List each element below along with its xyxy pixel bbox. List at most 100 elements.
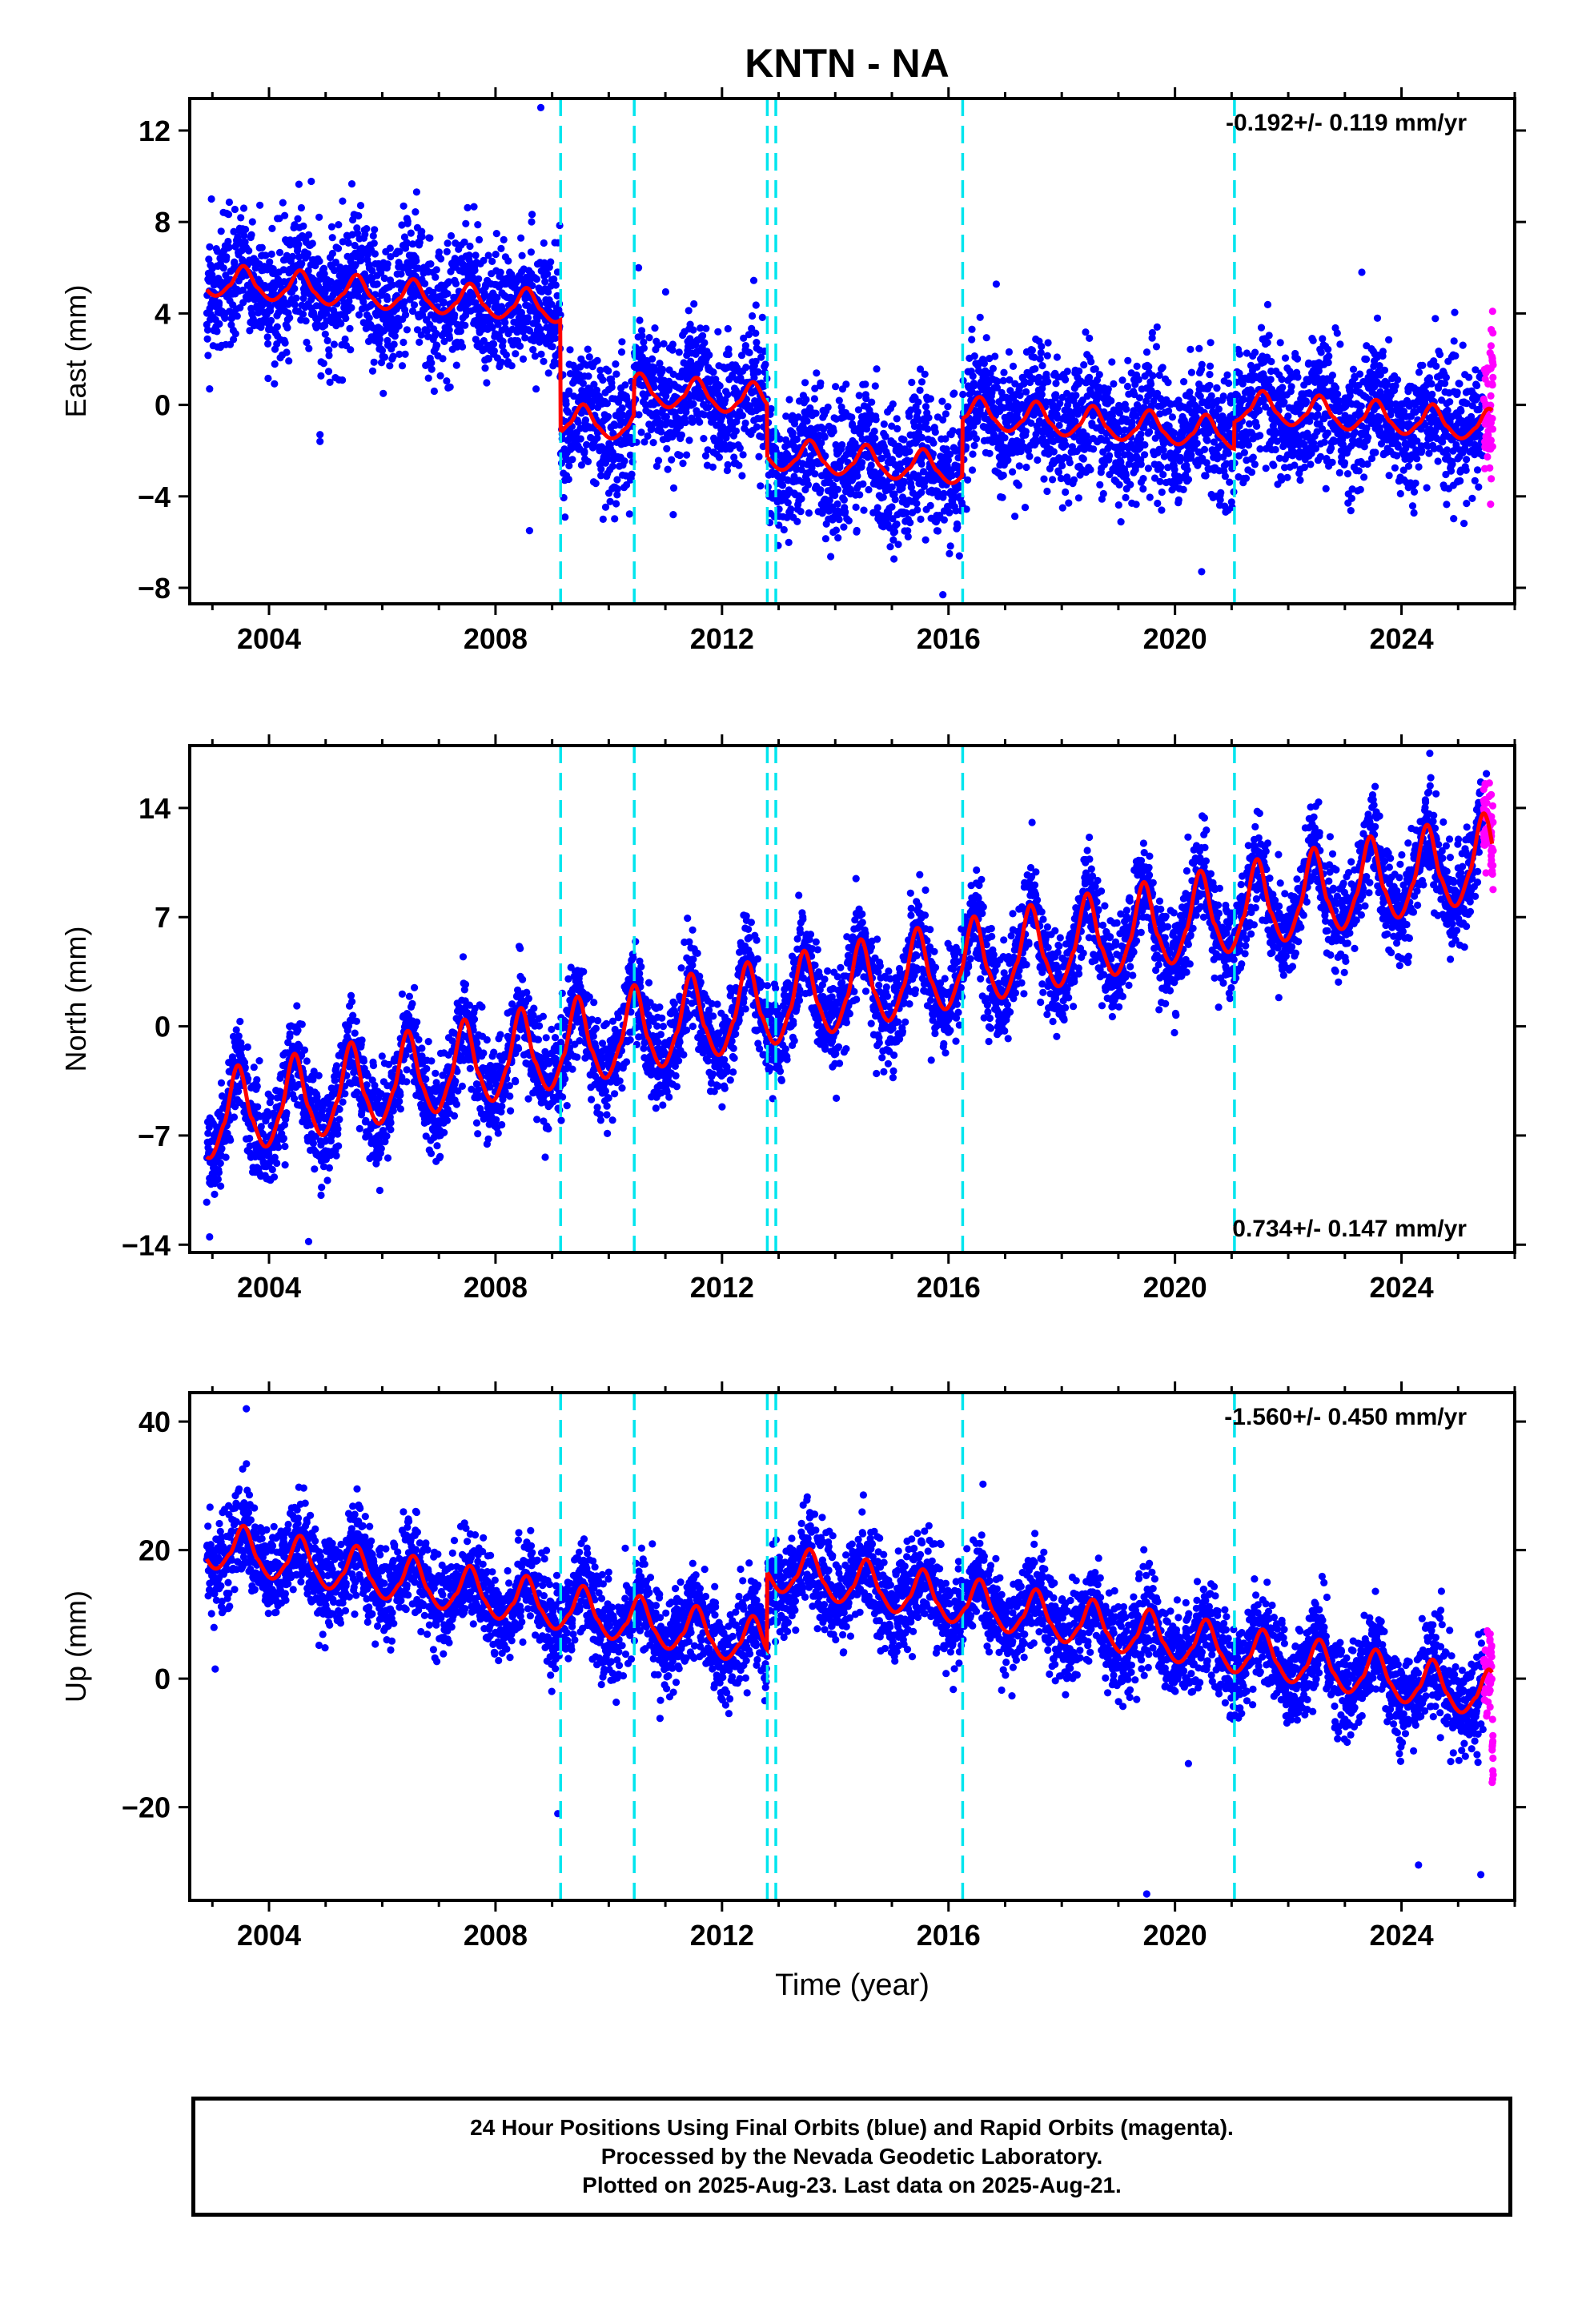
data-point (299, 310, 307, 318)
data-point (1126, 480, 1134, 489)
data-point (412, 257, 420, 265)
data-point (638, 332, 646, 340)
data-point (797, 495, 805, 503)
data-point (793, 517, 801, 525)
data-point (524, 314, 532, 322)
data-point (428, 359, 436, 367)
data-point (1249, 453, 1257, 461)
data-point (474, 221, 482, 229)
data-point (879, 493, 887, 501)
data-point (679, 460, 687, 468)
data-point (565, 387, 573, 395)
data-point (649, 439, 657, 447)
data-point (861, 380, 869, 388)
data-point (859, 480, 867, 489)
data-point (1146, 493, 1154, 501)
data-point (378, 347, 387, 355)
data-point (472, 299, 480, 307)
data-point (1294, 373, 1302, 381)
data-point (1198, 568, 1206, 576)
data-point (323, 304, 331, 312)
data-point (206, 243, 214, 251)
data-point (689, 418, 697, 426)
data-point (705, 403, 713, 412)
data-point (613, 485, 621, 493)
data-point (969, 372, 977, 380)
data-point (811, 470, 819, 478)
data-point (1157, 463, 1165, 471)
data-point (1216, 496, 1224, 505)
data-point (1123, 382, 1132, 391)
data-point (803, 417, 811, 425)
data-point (1319, 335, 1327, 343)
data-point (1309, 336, 1317, 344)
data-point (635, 263, 643, 271)
data-point (1004, 456, 1012, 464)
data-point (213, 328, 221, 336)
data-point (544, 287, 552, 296)
data-point (552, 334, 560, 342)
data-point (686, 320, 694, 328)
data-point (380, 274, 388, 283)
data-point (991, 352, 999, 360)
data-point (739, 451, 747, 459)
data-point (1423, 484, 1431, 492)
data-point (664, 465, 672, 473)
data-point (532, 275, 541, 283)
chart-title: KNTN - NA (745, 41, 950, 86)
data-point (459, 343, 467, 351)
data-point (1322, 485, 1330, 493)
data-point (230, 227, 238, 235)
data-point (640, 344, 648, 352)
data-point (379, 389, 387, 397)
data-point (1158, 489, 1166, 497)
data-point (1219, 392, 1227, 400)
data-point (566, 346, 574, 354)
data-point (842, 380, 850, 388)
data-point (738, 472, 746, 480)
data-point (1132, 501, 1140, 509)
data-point (1263, 339, 1271, 347)
data-point (982, 334, 990, 342)
data-point (890, 490, 898, 498)
data-point (1262, 464, 1270, 472)
data-point (1394, 376, 1402, 384)
data-point (371, 250, 379, 258)
data-point (612, 500, 620, 508)
data-point (536, 325, 544, 333)
data-point (787, 505, 795, 513)
data-point (403, 326, 411, 334)
data-point (512, 350, 520, 358)
data-point (1245, 441, 1253, 449)
data-point (500, 235, 508, 243)
data-point (424, 374, 432, 382)
data-point (1022, 388, 1030, 396)
data-point (1009, 362, 1018, 370)
data-point (1124, 356, 1132, 364)
data-point (1062, 488, 1070, 497)
data-point (921, 536, 930, 544)
data-point (1225, 379, 1233, 388)
data-point (389, 352, 397, 360)
data-point (430, 387, 439, 396)
data-point (328, 234, 336, 242)
data-point (1107, 396, 1115, 405)
data-point (628, 470, 636, 478)
data-point (1090, 445, 1098, 453)
data-point (1278, 376, 1286, 384)
data-point (1014, 481, 1022, 489)
data-point (1153, 323, 1161, 331)
data-point (279, 199, 287, 207)
data-point (946, 509, 954, 517)
data-point (492, 251, 500, 259)
data-point (870, 427, 878, 436)
data-point (989, 364, 997, 372)
data-point (969, 450, 977, 458)
data-point (1328, 372, 1336, 380)
data-point (650, 376, 659, 384)
data-point (581, 416, 590, 424)
data-point (860, 506, 868, 514)
data-point (484, 355, 493, 363)
data-point (833, 485, 842, 493)
data-point (1364, 433, 1372, 441)
